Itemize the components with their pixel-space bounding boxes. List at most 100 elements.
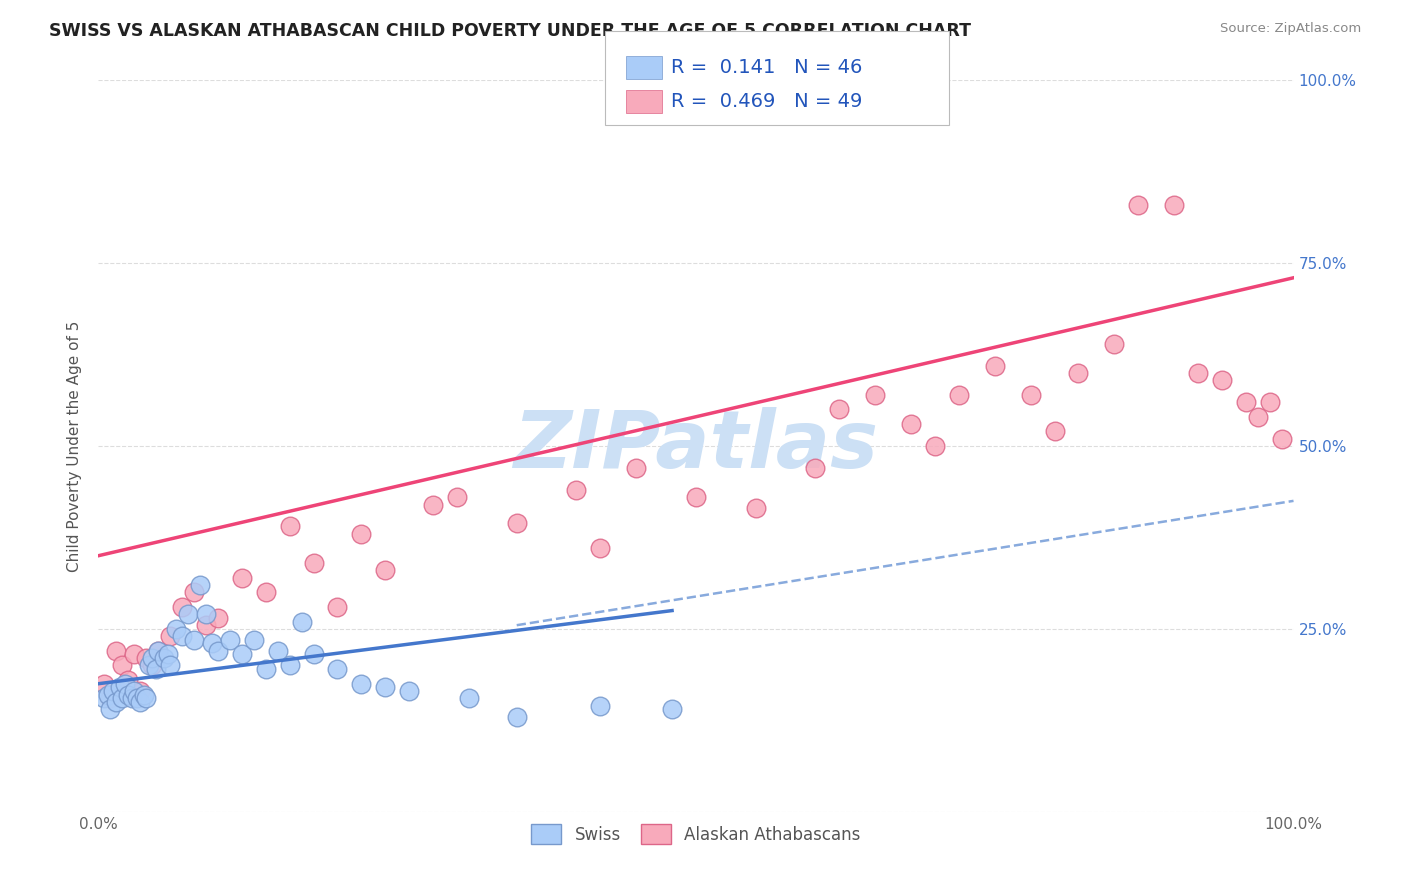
Point <box>865 388 887 402</box>
Point <box>177 607 200 622</box>
Point <box>153 651 176 665</box>
Point <box>589 541 612 556</box>
Point <box>1234 395 1257 409</box>
Point <box>111 658 134 673</box>
Point <box>148 644 170 658</box>
Point <box>141 658 163 673</box>
Text: Source: ZipAtlas.com: Source: ZipAtlas.com <box>1220 22 1361 36</box>
Point <box>97 688 120 702</box>
Point <box>135 691 157 706</box>
Point <box>195 607 218 622</box>
Point <box>105 695 128 709</box>
Point <box>326 662 349 676</box>
Point <box>141 651 163 665</box>
Point <box>172 599 194 614</box>
Text: ZIPatlas: ZIPatlas <box>513 407 879 485</box>
Legend: Swiss, Alaskan Athabascans: Swiss, Alaskan Athabascans <box>524 817 868 851</box>
Point <box>132 688 155 702</box>
Point <box>172 629 194 643</box>
Point <box>350 526 373 541</box>
Point <box>98 691 122 706</box>
Point <box>101 684 124 698</box>
Point <box>350 676 373 690</box>
Point <box>924 439 946 453</box>
Point <box>374 563 396 577</box>
Point <box>589 698 612 713</box>
Point <box>138 658 160 673</box>
Text: R =  0.469   N = 49: R = 0.469 N = 49 <box>671 92 862 112</box>
Point <box>117 673 139 687</box>
Point <box>1019 388 1042 402</box>
Point <box>398 684 420 698</box>
Point <box>111 691 134 706</box>
Point <box>1067 366 1090 380</box>
Point <box>129 695 152 709</box>
Point <box>661 702 683 716</box>
Point <box>291 615 314 629</box>
Point <box>125 691 148 706</box>
Point <box>105 644 128 658</box>
Point <box>565 483 588 497</box>
Point <box>165 622 187 636</box>
Point <box>278 658 301 673</box>
Point <box>93 691 115 706</box>
Point <box>243 632 266 647</box>
Point <box>984 359 1007 373</box>
Point <box>207 644 229 658</box>
Point <box>900 417 922 431</box>
Point <box>135 651 157 665</box>
Text: SWISS VS ALASKAN ATHABASCAN CHILD POVERTY UNDER THE AGE OF 5 CORRELATION CHART: SWISS VS ALASKAN ATHABASCAN CHILD POVERT… <box>49 22 972 40</box>
Point <box>506 709 529 723</box>
Point <box>1104 336 1126 351</box>
Point <box>108 681 131 695</box>
Point <box>446 490 468 504</box>
Text: R =  0.141   N = 46: R = 0.141 N = 46 <box>671 58 862 78</box>
Point <box>626 461 648 475</box>
Point <box>114 676 136 690</box>
Y-axis label: Child Poverty Under the Age of 5: Child Poverty Under the Age of 5 <box>67 320 83 572</box>
Point <box>183 632 205 647</box>
Point <box>302 648 325 662</box>
Point <box>254 585 277 599</box>
Point <box>148 644 170 658</box>
Point <box>1247 409 1270 424</box>
Point <box>231 648 253 662</box>
Point <box>231 571 253 585</box>
Point <box>422 498 444 512</box>
Point <box>121 691 143 706</box>
Point <box>1163 197 1185 211</box>
Point <box>124 684 146 698</box>
Point <box>745 501 768 516</box>
Point <box>267 644 290 658</box>
Point <box>159 658 181 673</box>
Point <box>159 629 181 643</box>
Point <box>1128 197 1150 211</box>
Point <box>219 632 242 647</box>
Point <box>278 519 301 533</box>
Point <box>685 490 707 504</box>
Point <box>183 585 205 599</box>
Point <box>254 662 277 676</box>
Point <box>326 599 349 614</box>
Point <box>98 702 122 716</box>
Point <box>458 691 481 706</box>
Point <box>195 618 218 632</box>
Point <box>207 611 229 625</box>
Point <box>804 461 827 475</box>
Point <box>124 648 146 662</box>
Point <box>302 556 325 570</box>
Point <box>201 636 224 650</box>
Point <box>156 648 179 662</box>
Point <box>1187 366 1209 380</box>
Point <box>1258 395 1281 409</box>
Point <box>129 684 152 698</box>
Point <box>828 402 851 417</box>
Point <box>506 516 529 530</box>
Point <box>117 688 139 702</box>
Point <box>145 662 167 676</box>
Point <box>1271 432 1294 446</box>
Point <box>374 681 396 695</box>
Point <box>1211 373 1233 387</box>
Point <box>188 578 211 592</box>
Point <box>948 388 970 402</box>
